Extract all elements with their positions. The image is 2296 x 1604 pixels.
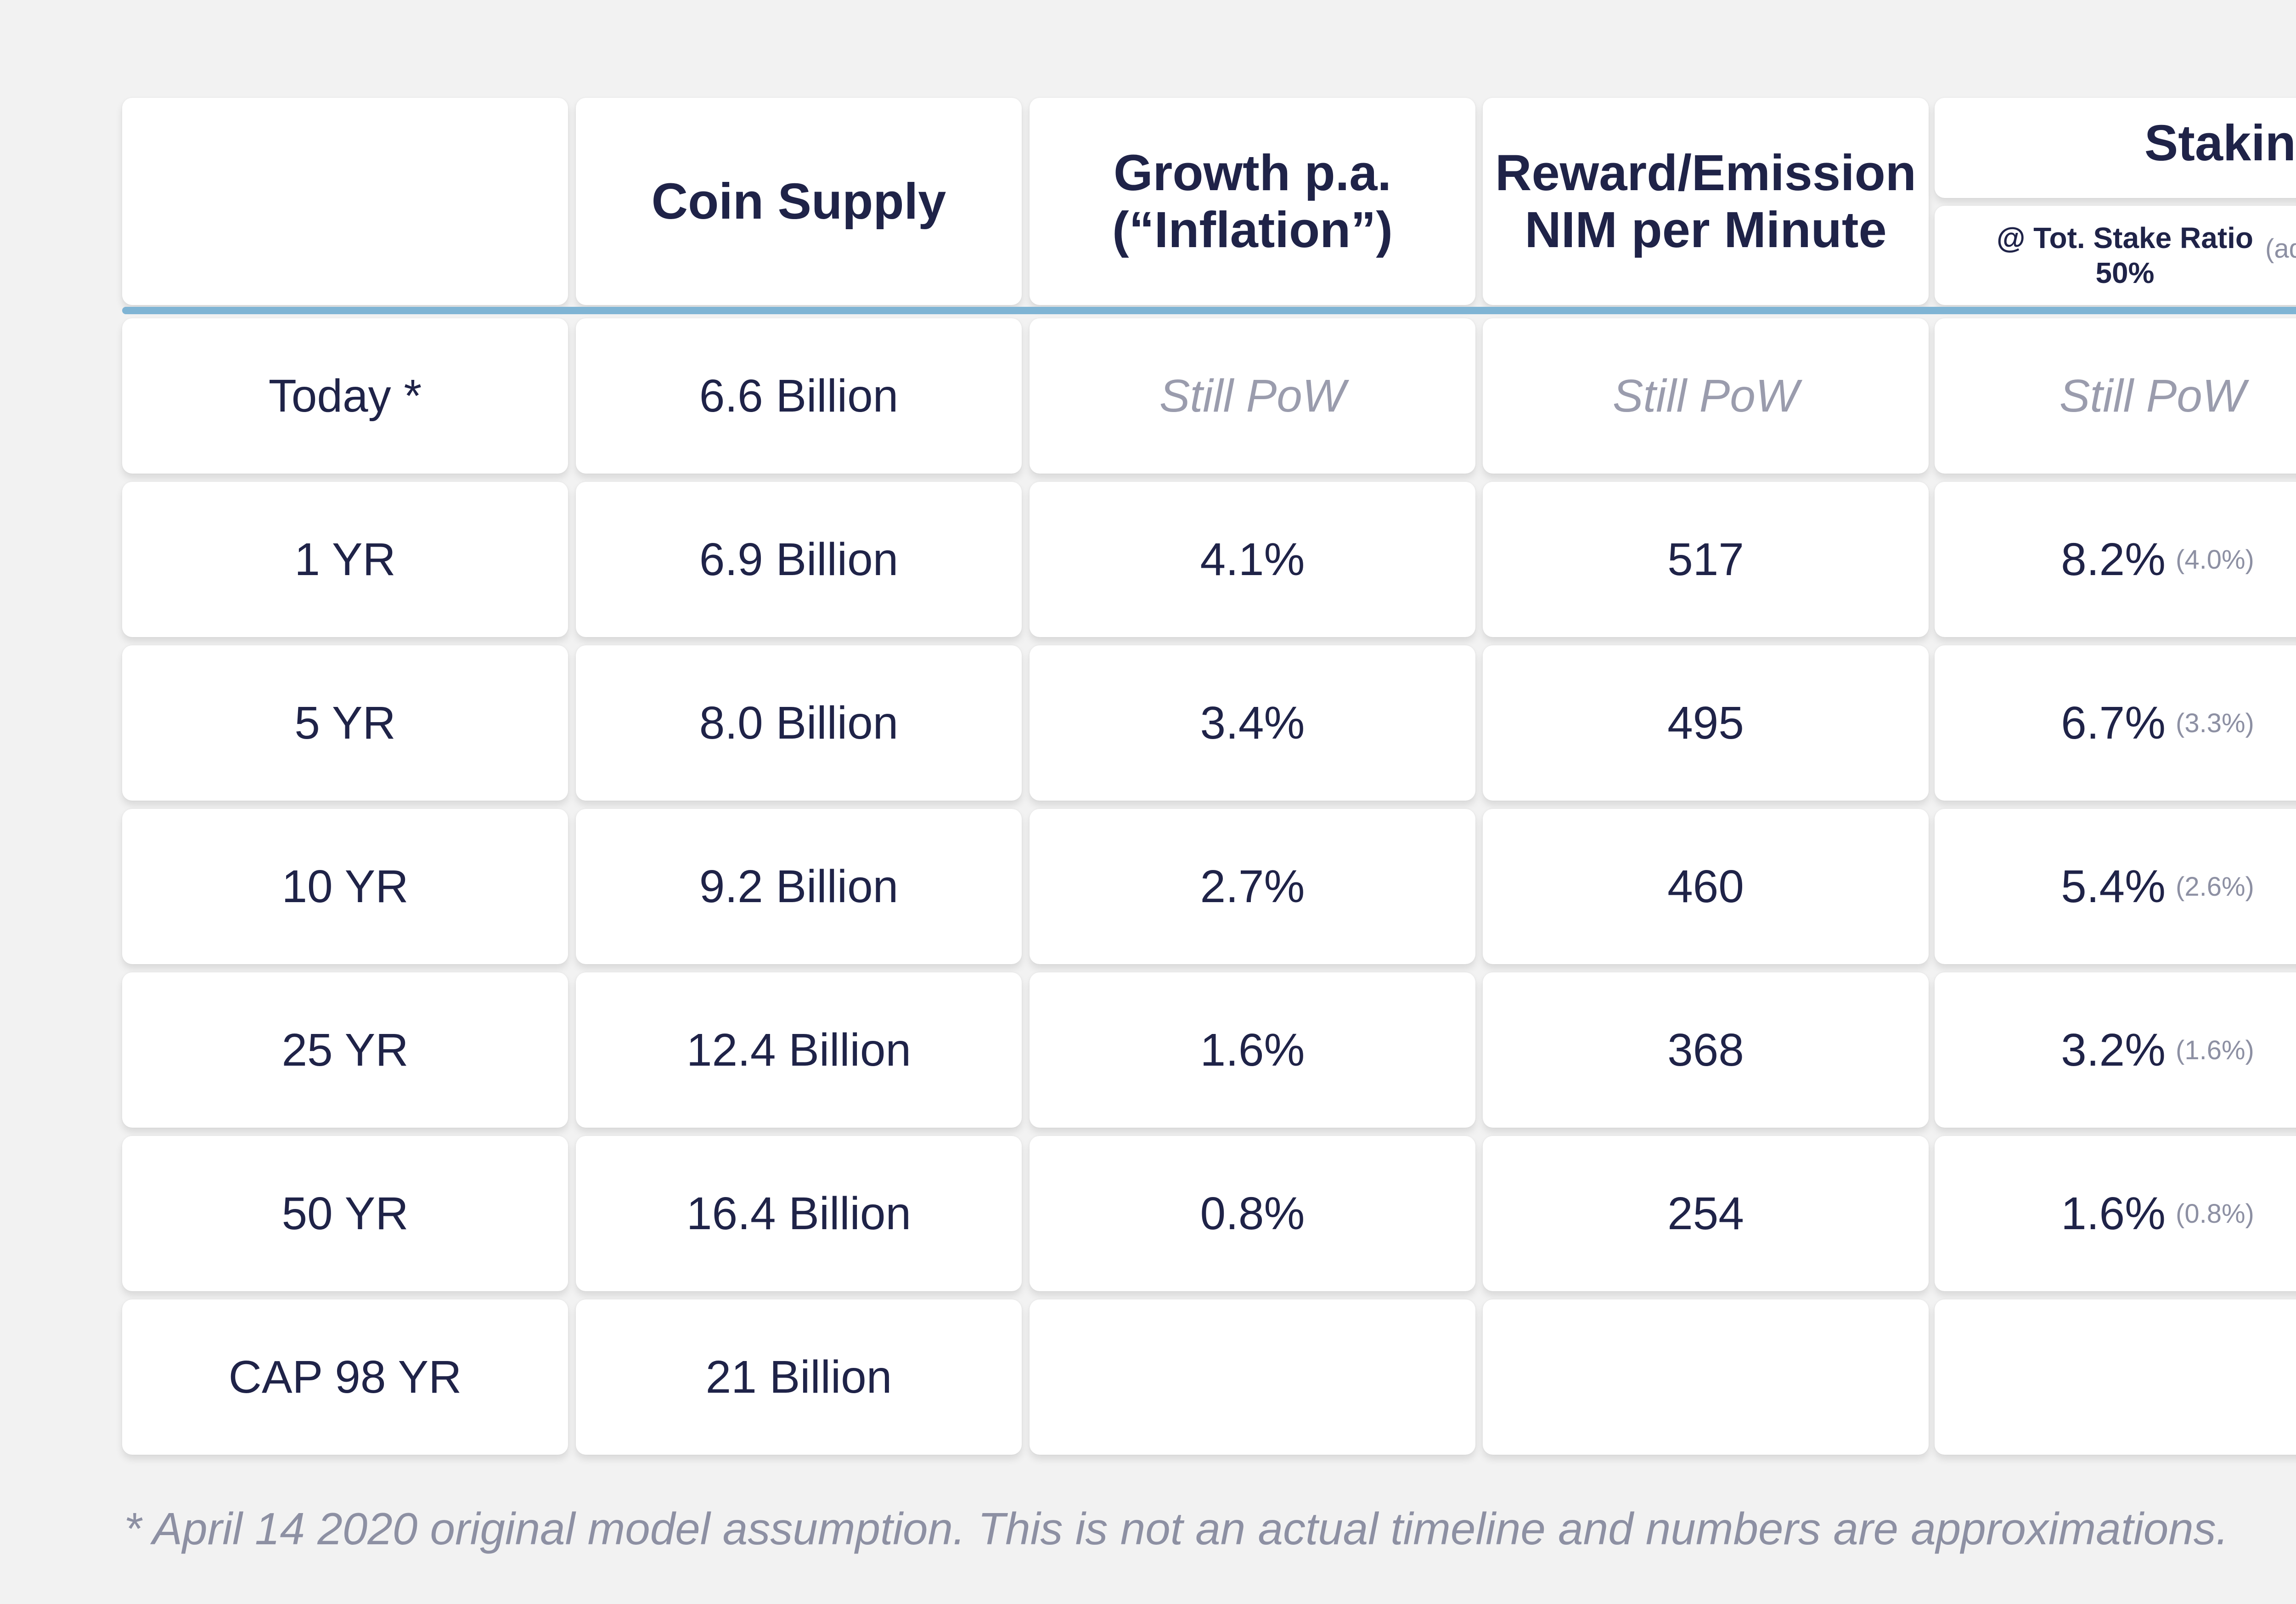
table-row-4-reward-cell: 368 xyxy=(1483,972,1929,1128)
table-row-2-period-cell: 5 YR xyxy=(122,645,568,801)
stake-50-value: Still PoW xyxy=(2059,370,2246,422)
reward-value: 495 xyxy=(1667,697,1744,749)
table-row-0-growth-cell: Still PoW xyxy=(1030,318,1475,474)
header-coin-supply: Coin Supply xyxy=(576,98,1022,305)
growth-value: 0.8% xyxy=(1200,1187,1305,1239)
header-reward-line1: Reward/Emission xyxy=(1495,144,1916,201)
table-row-4-growth-cell: 1.6% xyxy=(1030,972,1475,1128)
table-row-5-growth-cell: 0.8% xyxy=(1030,1136,1475,1291)
stake-50-value: 5.4% xyxy=(2061,860,2166,912)
table-row-0-period-cell: Today * xyxy=(122,318,568,474)
table-row-3-coin-supply-cell: 9.2 Billion xyxy=(576,809,1022,964)
coin-supply-value: 12.4 Billion xyxy=(686,1024,912,1076)
stake-50-value: 1.6% xyxy=(2061,1187,2166,1239)
table-row-6-reward-cell xyxy=(1483,1299,1929,1455)
stake-50-value: 6.7% xyxy=(2061,697,2166,749)
header-staking-title: Staking Reward p.a. xyxy=(1935,98,2296,198)
table-row-3-period-cell: 10 YR xyxy=(122,809,568,964)
growth-value: 4.1% xyxy=(1200,533,1305,585)
coin-supply-value: 6.9 Billion xyxy=(699,533,899,585)
table-row-0-coin-supply-cell: 6.6 Billion xyxy=(576,318,1022,474)
period-value: 1 YR xyxy=(294,533,396,585)
table-row-2-growth-cell: 3.4% xyxy=(1030,645,1475,801)
period-value: CAP 98 YR xyxy=(228,1351,462,1403)
growth-value: 1.6% xyxy=(1200,1024,1305,1076)
header-stake-50: @ Tot. Stake Ratio 50% (adj) xyxy=(1935,206,2296,305)
reward-value: 460 xyxy=(1667,860,1744,912)
table-row-6-coin-supply-cell: 21 Billion xyxy=(576,1299,1022,1455)
stake-50-adjusted-value: (1.6%) xyxy=(2176,1035,2254,1065)
header-divider xyxy=(122,307,2296,314)
reward-value: 517 xyxy=(1667,533,1744,585)
period-value: 5 YR xyxy=(294,697,396,749)
header-stake-50-label: @ Tot. Stake Ratio xyxy=(1996,221,2254,254)
table-row-1-reward-cell: 517 xyxy=(1483,482,1929,637)
table-row-4-stake-50-cell: 3.2% (1.6%) xyxy=(1935,972,2296,1128)
reward-value: 368 xyxy=(1667,1024,1744,1076)
header-growth-line2: (“Inflation”) xyxy=(1112,201,1393,258)
table-row-1-period-cell: 1 YR xyxy=(122,482,568,637)
header-stake-50-adj-note: (adj) xyxy=(2265,234,2296,264)
coin-supply-value: 16.4 Billion xyxy=(686,1187,912,1239)
header-stake-50-ratio: 50% xyxy=(2095,256,2155,289)
table-row-0-stake-50-cell: Still PoW xyxy=(1935,318,2296,474)
table-row-5-period-cell: 50 YR xyxy=(122,1136,568,1291)
stake-50-adjusted-value: (0.8%) xyxy=(2176,1198,2254,1229)
reward-value: 254 xyxy=(1667,1187,1744,1239)
reward-value: Still PoW xyxy=(1612,370,1799,422)
table-row-0-reward-cell: Still PoW xyxy=(1483,318,1929,474)
header-staking-title-label: Staking Reward p.a. xyxy=(2144,115,2296,171)
table-row-3-stake-50-cell: 5.4% (2.6%) xyxy=(1935,809,2296,964)
header-coin-supply-label: Coin Supply xyxy=(651,173,946,230)
table-row-2-stake-50-cell: 6.7% (3.3%) xyxy=(1935,645,2296,801)
header-reward-line2: NIM per Minute xyxy=(1525,201,1887,258)
period-value: 25 YR xyxy=(281,1024,409,1076)
header-corner-cell xyxy=(122,98,568,305)
table-row-6-stake-50-cell xyxy=(1935,1299,2296,1455)
stake-50-value: 3.2% xyxy=(2061,1024,2166,1076)
table-row-6-growth-cell xyxy=(1030,1299,1475,1455)
stake-50-adjusted-value: (2.6%) xyxy=(2176,871,2254,902)
growth-value: 2.7% xyxy=(1200,860,1305,912)
stake-50-adjusted-value: (4.0%) xyxy=(2176,544,2254,575)
table-row-3-growth-cell: 2.7% xyxy=(1030,809,1475,964)
table-row-2-reward-cell: 495 xyxy=(1483,645,1929,801)
period-value: 50 YR xyxy=(281,1187,409,1239)
table-row-4-coin-supply-cell: 12.4 Billion xyxy=(576,972,1022,1128)
stake-50-adjusted-value: (3.3%) xyxy=(2176,708,2254,738)
table-row-5-reward-cell: 254 xyxy=(1483,1136,1929,1291)
table-row-1-coin-supply-cell: 6.9 Billion xyxy=(576,482,1022,637)
growth-value: 3.4% xyxy=(1200,697,1305,749)
coin-supply-value: 6.6 Billion xyxy=(699,370,899,422)
table-row-1-stake-50-cell: 8.2% (4.0%) xyxy=(1935,482,2296,637)
table-row-4-period-cell: 25 YR xyxy=(122,972,568,1128)
table-row-3-reward-cell: 460 xyxy=(1483,809,1929,964)
header-reward: Reward/Emission NIM per Minute xyxy=(1483,98,1929,305)
period-value: 10 YR xyxy=(281,860,409,912)
table-row-6-period-cell: CAP 98 YR xyxy=(122,1299,568,1455)
table-row-2-coin-supply-cell: 8.0 Billion xyxy=(576,645,1022,801)
table-row-5-stake-50-cell: 1.6% (0.8%) xyxy=(1935,1136,2296,1291)
period-value: Today * xyxy=(268,370,422,422)
stake-50-value: 8.2% xyxy=(2061,533,2166,585)
table-row-5-coin-supply-cell: 16.4 Billion xyxy=(576,1136,1022,1291)
header-growth-line1: Growth p.a. xyxy=(1114,144,1391,201)
coin-supply-value: 21 Billion xyxy=(705,1351,892,1403)
growth-value: Still PoW xyxy=(1159,370,1346,422)
footnote: * April 14 2020 original model assumptio… xyxy=(124,1503,2229,1554)
table-row-1-growth-cell: 4.1% xyxy=(1030,482,1475,637)
header-growth: Growth p.a. (“Inflation”) xyxy=(1030,98,1475,305)
coin-supply-value: 9.2 Billion xyxy=(699,860,899,912)
coin-supply-value: 8.0 Billion xyxy=(699,697,899,749)
